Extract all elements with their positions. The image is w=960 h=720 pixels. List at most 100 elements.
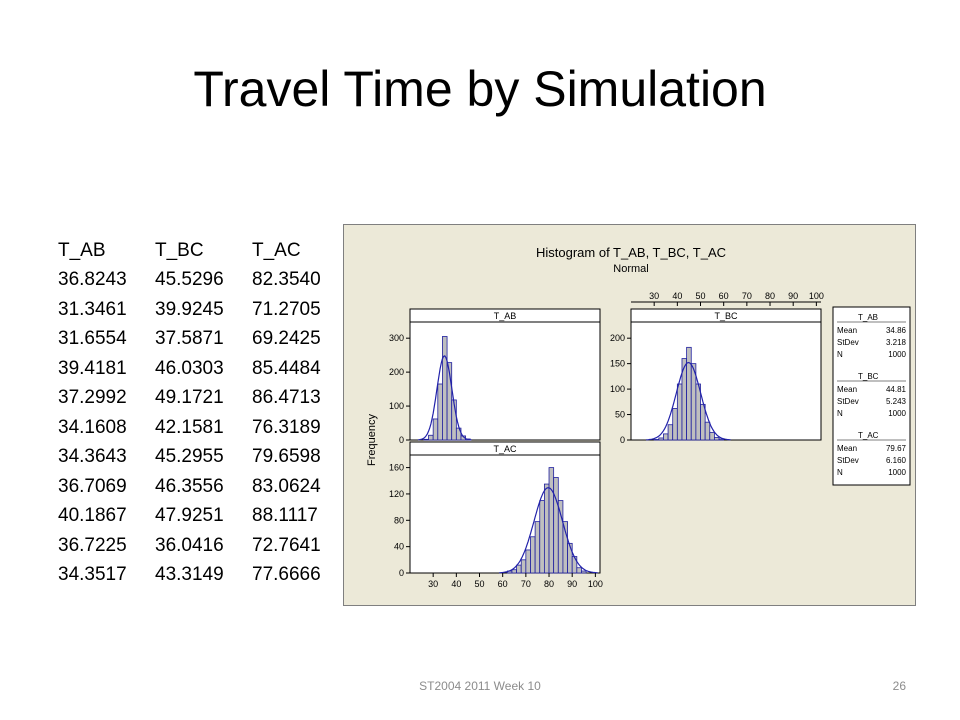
table-cell: 83.0624	[252, 475, 321, 497]
table-cell: 37.2992	[58, 387, 127, 409]
table-cell: 36.7225	[58, 534, 127, 556]
data-table: T_AB T_BC T_AC 36.8243 45.5296 82.3540 31.3…	[58, 236, 349, 590]
histogram-bar	[557, 500, 564, 574]
table-cell: 31.6554	[58, 328, 127, 350]
chart-title: Histogram of T_AB, T_BC, T_AC	[536, 245, 726, 260]
slide-footer: ST2004 2011 Week 10	[419, 679, 541, 693]
table-row: 31.6554 37.5871 69.2425	[58, 325, 349, 355]
y-tick-label: 100	[610, 384, 625, 394]
y-tick-label: 0	[620, 435, 625, 445]
histogram-bar	[511, 569, 517, 574]
histogram-bar	[663, 433, 669, 441]
table-cell: 39.9245	[155, 298, 224, 320]
top-x-tick-label: 70	[742, 291, 752, 301]
top-x-tick-label: 60	[719, 291, 729, 301]
legend-series-name: T_AC	[858, 431, 879, 440]
histogram-bar	[653, 439, 660, 441]
legend-box	[832, 306, 911, 486]
histogram-bar	[714, 437, 720, 441]
histogram-bar	[437, 383, 443, 441]
panel-label: T_AB	[494, 311, 517, 321]
normal-fit-curve	[418, 355, 472, 441]
bottom-x-tick-label: 90	[567, 579, 577, 589]
legend-stat-value: 44.81	[886, 385, 907, 394]
histogram-bar	[704, 421, 711, 441]
panel-header	[409, 441, 601, 456]
legend-stat-value: 3.218	[886, 338, 907, 347]
histogram-bar	[718, 438, 725, 441]
y-tick-label: 80	[394, 515, 404, 525]
page-number: 26	[892, 679, 906, 693]
histogram-bar	[676, 383, 683, 441]
table-cell: 45.5296	[155, 269, 224, 291]
histogram-bar	[516, 564, 522, 574]
table-cell: 86.4713	[252, 387, 321, 409]
normal-fit-curve	[646, 361, 731, 441]
y-tick-label: 300	[389, 333, 404, 343]
y-axis-label: Frequency	[366, 414, 378, 466]
y-tick-label: 120	[389, 489, 404, 499]
y-tick-label: 160	[389, 463, 404, 473]
legend-stat-value: 5.243	[886, 397, 907, 406]
table-cell: 31.3461	[58, 298, 127, 320]
histogram-bar	[658, 437, 664, 441]
histogram-bar	[442, 336, 448, 441]
histogram-bar	[576, 567, 582, 574]
legend-stat-value: 1000	[888, 409, 906, 418]
table-cell: 79.6598	[252, 446, 321, 468]
legend-series-name: T_BC	[858, 372, 879, 381]
legend-stat-label: Mean	[837, 444, 857, 453]
table-cell: 69.2425	[252, 328, 321, 350]
table-header: T_AB	[58, 239, 106, 261]
bottom-x-tick-label: 70	[521, 579, 531, 589]
legend-stat-label: StDev	[837, 338, 859, 347]
table-cell: 42.1581	[155, 416, 224, 438]
histogram-bar	[667, 424, 674, 441]
table-row: 36.7225 36.0416 72.7641	[58, 531, 349, 561]
bottom-x-tick-label: 50	[475, 579, 485, 589]
table-cell: 34.1608	[58, 416, 127, 438]
legend-stat-label: N	[837, 350, 843, 359]
top-x-tick-label: 80	[765, 291, 775, 301]
legend-stat-value: 1000	[888, 350, 906, 359]
histogram-bar	[567, 542, 573, 574]
table-cell: 45.2955	[155, 446, 224, 468]
chart-subtitle: Normal	[613, 263, 648, 275]
bottom-x-tick-label: 30	[428, 579, 438, 589]
histogram-bar	[520, 559, 527, 574]
table-row: 36.8243 45.5296 82.3540	[58, 266, 349, 296]
bottom-x-tick-label: 60	[498, 579, 508, 589]
table-cell: 46.0303	[155, 357, 224, 379]
table-header-row: T_AB T_BC T_AC	[58, 236, 349, 266]
table-row: 40.1867 47.9251 88.1117	[58, 502, 349, 532]
legend-stat-value: 79.67	[886, 444, 907, 453]
y-tick-label: 50	[615, 410, 625, 420]
table-row: 34.3517 43.3149 77.6666	[58, 561, 349, 591]
table-cell: 34.3643	[58, 446, 127, 468]
table-row: 34.1608 42.1581 76.3189	[58, 413, 349, 443]
histogram-bar	[553, 477, 559, 574]
histogram-bar	[534, 521, 541, 574]
table-cell: 39.4181	[58, 357, 127, 379]
panel-header	[630, 308, 822, 323]
y-tick-label: 0	[399, 568, 404, 578]
histogram-bar	[525, 549, 531, 574]
y-tick-label: 40	[394, 542, 404, 552]
y-tick-label: 0	[399, 435, 404, 445]
bottom-x-tick-label: 40	[451, 579, 461, 589]
y-tick-label: 150	[610, 359, 625, 369]
slide-title: Travel Time by Simulation	[193, 61, 767, 117]
histogram-bar	[428, 434, 434, 441]
panel-frame	[630, 308, 822, 441]
table-cell: 34.3517	[58, 564, 127, 586]
table-cell: 85.4484	[252, 357, 321, 379]
table-cell: 88.1117	[252, 505, 318, 527]
y-tick-label: 200	[389, 367, 404, 377]
table-cell: 36.0416	[155, 534, 224, 556]
legend-stat-label: Mean	[837, 385, 857, 394]
histogram-bar	[548, 467, 555, 574]
table-body: 36.8243 45.5296 82.3540 31.3461 39.9245 71.27…	[58, 266, 349, 591]
legend-stat-value: 1000	[888, 468, 906, 477]
legend-stat-label: StDev	[837, 397, 859, 406]
bottom-x-tick-label: 80	[544, 579, 554, 589]
